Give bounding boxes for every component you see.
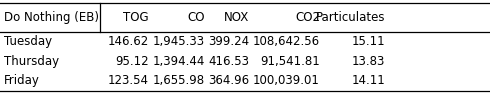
Text: CO2: CO2 [295, 11, 320, 24]
Text: Particulates: Particulates [316, 11, 385, 24]
Text: Friday: Friday [4, 74, 40, 87]
Text: 123.54: 123.54 [107, 74, 148, 87]
Text: 95.12: 95.12 [115, 55, 148, 68]
Text: 108,642.56: 108,642.56 [253, 35, 320, 48]
Text: NOX: NOX [223, 11, 249, 24]
Text: 91,541.81: 91,541.81 [260, 55, 320, 68]
Text: 416.53: 416.53 [208, 55, 249, 68]
Text: 364.96: 364.96 [208, 74, 249, 87]
Text: Do Nothing (EB): Do Nothing (EB) [4, 11, 99, 24]
Text: 14.11: 14.11 [351, 74, 385, 87]
Text: Thursday: Thursday [4, 55, 59, 68]
Text: 1,655.98: 1,655.98 [153, 74, 205, 87]
Text: 13.83: 13.83 [352, 55, 385, 68]
Text: 1,945.33: 1,945.33 [153, 35, 205, 48]
Text: 1,394.44: 1,394.44 [152, 55, 205, 68]
Text: TOG: TOG [123, 11, 148, 24]
Text: 146.62: 146.62 [107, 35, 148, 48]
Text: 15.11: 15.11 [351, 35, 385, 48]
Text: CO: CO [187, 11, 205, 24]
Text: 399.24: 399.24 [208, 35, 249, 48]
Text: Tuesday: Tuesday [4, 35, 52, 48]
Text: 100,039.01: 100,039.01 [253, 74, 320, 87]
